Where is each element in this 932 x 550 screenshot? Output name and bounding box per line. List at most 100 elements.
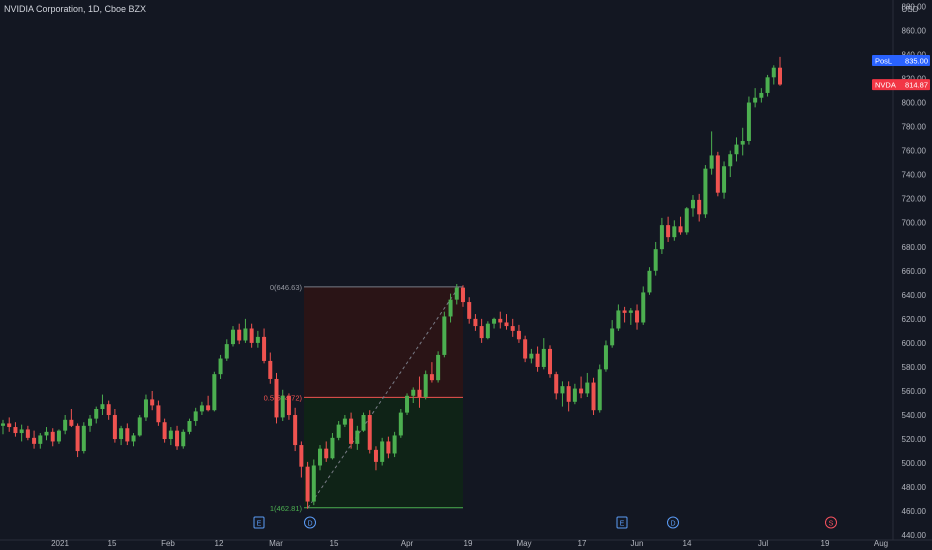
candle [734,137,739,162]
candle [100,394,105,416]
candle [746,96,751,145]
y-tick-label: 760.00 [902,147,927,156]
candle [94,406,99,424]
candle-body [778,67,782,85]
candle-body [510,326,515,331]
candle-body [697,199,702,215]
price-label-name: PosL [875,56,892,65]
x-tick-label: 15 [108,539,117,548]
dividend-icon [304,516,316,529]
candle-body [106,404,111,416]
candle-body [405,395,410,413]
candle [728,150,733,178]
currency-label: USD [902,5,919,14]
candle [206,395,211,412]
candle [237,323,242,345]
candle [647,267,652,295]
y-tick-label: 740.00 [902,171,927,180]
candle [460,285,465,307]
candle [498,311,503,329]
y-tick-label: 800.00 [902,99,927,108]
price-label-value: 814.87 [905,81,928,90]
candle-body [81,425,86,452]
candle-body [579,388,584,394]
candle [199,401,204,416]
candle [63,415,68,435]
candle-body [355,430,360,444]
candle [510,318,515,337]
candle-body [504,322,509,327]
y-tick-label: 820.00 [902,75,927,84]
candle-body [255,336,260,343]
candle-body [690,199,695,209]
candle [448,293,453,323]
candle-body [373,449,378,462]
candle-body [479,326,484,339]
event-marker-dividend: D [667,516,679,529]
candle-body [666,225,671,238]
y-tick-label: 580.00 [902,363,927,372]
candle-body [715,155,720,193]
x-tick-label: Apr [401,539,414,548]
event-marker-split: S [825,516,837,529]
candle-body [75,425,80,452]
event-symbol: D [670,521,675,528]
candle [181,429,186,449]
candle [429,362,434,383]
candle-body [243,328,248,341]
candle [771,65,776,85]
x-tick-label: Feb [161,539,175,548]
candle [106,400,111,420]
y-tick-label: 700.00 [902,219,927,228]
candle-body [597,369,602,411]
price-label-bg [872,54,930,66]
candle-body [1,423,5,426]
x-tick-label: May [516,539,531,548]
candle [516,324,521,343]
price-label-nvda: NVDA 814.87 [872,79,930,91]
candle [591,377,596,416]
candle-body [684,208,689,233]
candle [143,394,148,422]
candle [193,407,198,426]
candle-body [218,358,223,375]
candle-body [703,168,708,215]
candle [336,421,341,441]
candle-body [771,67,776,78]
y-tick-label: 440.00 [902,531,927,540]
candle-body [125,428,130,442]
candle-body [274,378,279,418]
candle-body [635,310,640,323]
candle [212,371,217,412]
candle-body [175,430,180,447]
candle [7,417,12,432]
candle [137,415,142,437]
candle [722,161,727,199]
y-tick-label: 520.00 [902,435,927,444]
y-tick-label: 720.00 [902,195,927,204]
y-tick-label: 840.00 [902,50,927,59]
x-tick-label: Aug [874,539,888,548]
candle-body [25,429,30,438]
candle-body [678,226,683,233]
candle [442,311,447,358]
candle-body [436,354,441,381]
candle [709,131,714,175]
candle-body [305,466,310,502]
candle-body [380,441,385,462]
price-label-bg [872,79,930,91]
event-symbol: D [307,521,312,528]
candle-body [336,424,341,438]
candle [423,370,428,400]
candle [187,418,192,435]
y-tick-label: 640.00 [902,291,927,300]
x-tick-label: Mar [269,539,283,548]
price-label-value: 835.00 [905,56,928,65]
candle [162,418,167,443]
candle-body [63,419,68,431]
candle-body [324,448,329,459]
candle [218,354,223,379]
candle [560,381,565,407]
candle-body [628,310,633,313]
